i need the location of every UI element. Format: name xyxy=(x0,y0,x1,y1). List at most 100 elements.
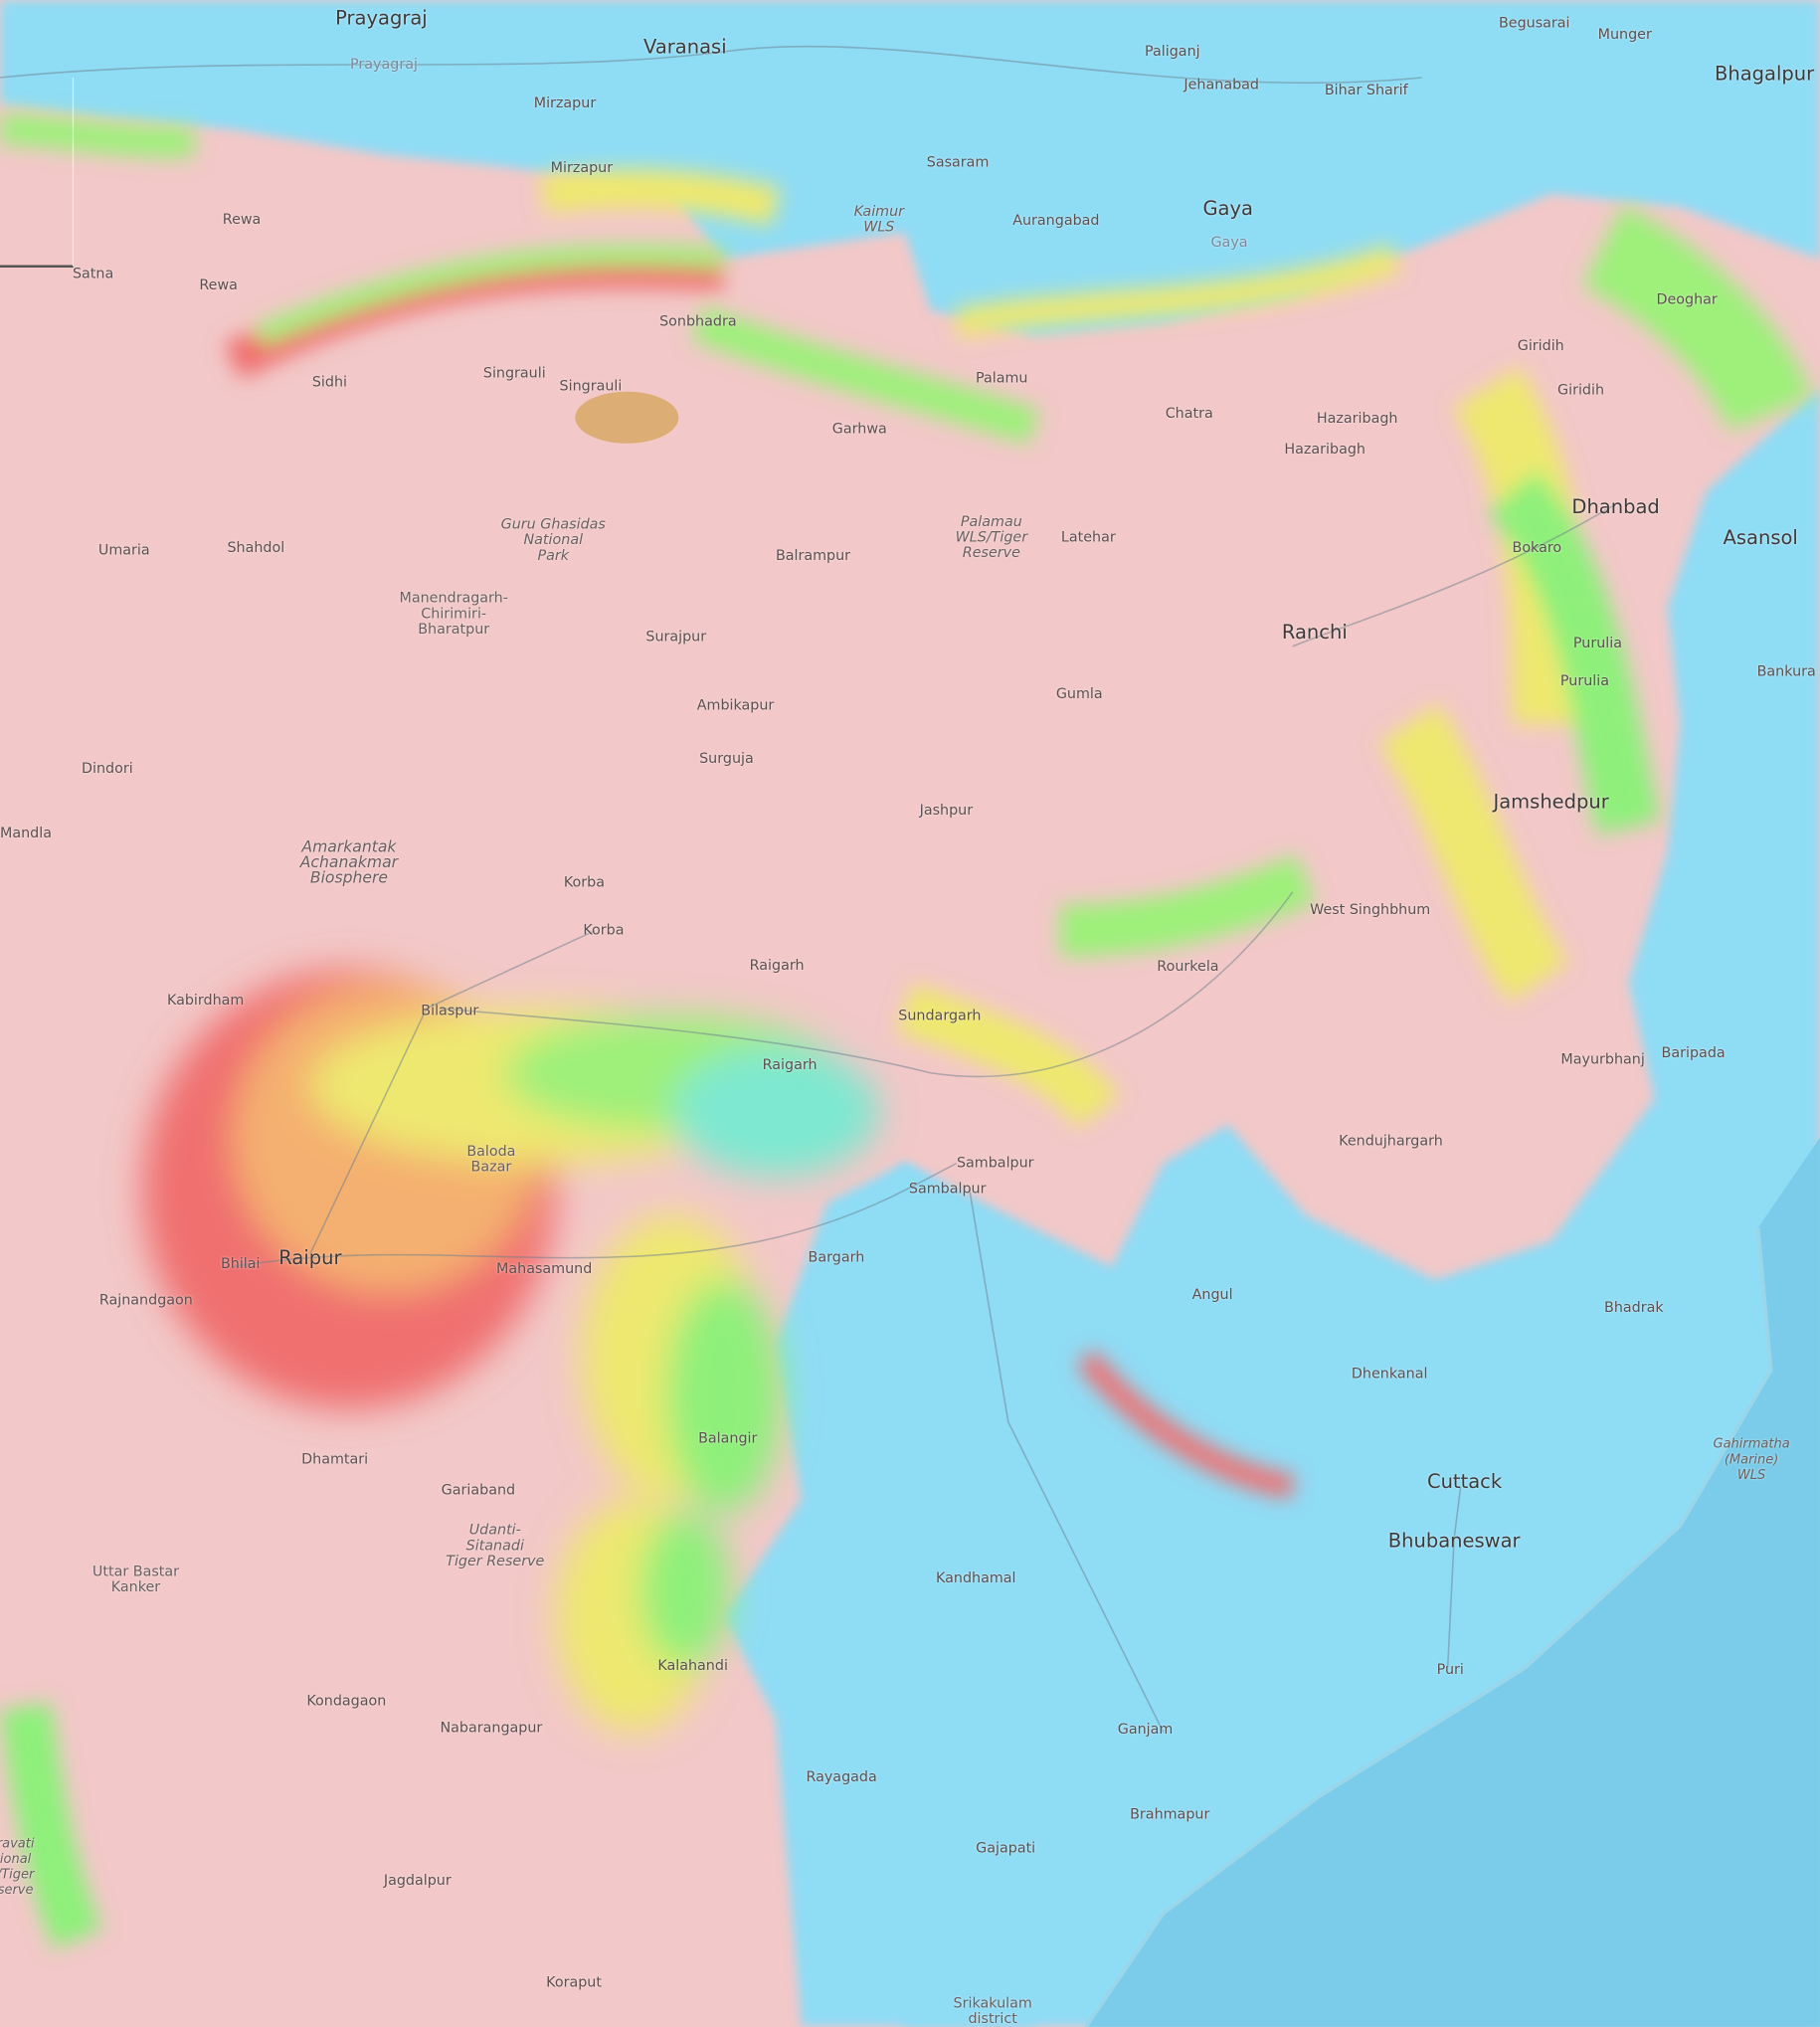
city-label: Deoghar xyxy=(1656,290,1718,308)
city-label: Jamshedpur xyxy=(1493,790,1609,814)
district-label: Koraput xyxy=(546,1973,602,1991)
park-label: Udanti- Sitanadi Tiger Reserve xyxy=(446,1521,545,1569)
district-label: Dhamtari xyxy=(301,1450,369,1468)
district-label: Shahdol xyxy=(227,538,285,556)
district-label: Chatra xyxy=(1165,404,1213,422)
district-label: Gariaband xyxy=(441,1481,516,1499)
road-network xyxy=(0,45,1617,1733)
city-label: Cuttack xyxy=(1426,1469,1503,1494)
district-label: Hazaribagh xyxy=(1316,410,1398,427)
park-label: Kaimur WLS xyxy=(853,203,905,236)
district-label: West Singhbhum xyxy=(1310,900,1431,918)
park-label: Palamau WLS/Tiger Reserve xyxy=(955,512,1028,562)
park-label: Guru Ghasidas National Park xyxy=(500,515,606,564)
city-label: Gaya xyxy=(1202,196,1253,220)
minimap-inset[interactable] xyxy=(0,77,75,269)
vindhya-escarpment xyxy=(0,113,1813,1949)
district-label: Purulia xyxy=(1559,671,1609,689)
district-label: Baloda Bazar xyxy=(466,1142,516,1176)
city-label: Bankura xyxy=(1756,662,1816,680)
district-label: Rewa xyxy=(222,210,262,228)
district-label: Latehar xyxy=(1060,528,1116,546)
city-label: Purulia xyxy=(1572,635,1622,652)
district-label: Mayurbhanj xyxy=(1560,1050,1645,1068)
city-label: Sasaram xyxy=(926,153,990,171)
district-label: Kalahandi xyxy=(657,1657,728,1675)
city-label: Dhanbad xyxy=(1571,494,1660,519)
city-label: Jagdalpur xyxy=(383,1871,452,1889)
park-label: Gahirmatha (Marine) WLS xyxy=(1713,1437,1790,1483)
district-label: Garhwa xyxy=(831,420,887,438)
district-label: Nabarangapur xyxy=(440,1719,543,1737)
district-label: Srikakulam district xyxy=(953,1994,1032,2027)
district-label: Gaya xyxy=(1210,234,1248,252)
district-label: Jashpur xyxy=(919,801,974,819)
district-label: Umaria xyxy=(97,541,150,559)
district-label: Palamu xyxy=(976,369,1028,387)
district-label: Mandla xyxy=(0,825,52,842)
city-label: Jehanabad xyxy=(1183,76,1260,93)
district-label: Sundargarh xyxy=(898,1007,982,1024)
district-label: Kendujhargarh xyxy=(1339,1132,1443,1150)
district-label: Dhenkanal xyxy=(1351,1365,1428,1382)
district-label: Kabirdham xyxy=(166,991,245,1009)
city-label: Satna xyxy=(72,265,114,282)
city-label: Raipur xyxy=(278,1245,342,1270)
district-label: Balangir xyxy=(698,1429,758,1447)
city-label: Rajnandgaon xyxy=(98,1291,193,1309)
chhattisgarh-basin xyxy=(141,969,879,1733)
district-label: Manendragarh- Chirimiri- Bharatpur xyxy=(399,589,508,638)
city-label: Mirzapur xyxy=(533,93,597,111)
district-label: Bargarh xyxy=(808,1248,865,1266)
district-label: Mirzapur xyxy=(550,158,614,176)
city-label: Baripada xyxy=(1661,1044,1726,1062)
city-label: Singrauli xyxy=(559,377,623,395)
district-label: Singrauli xyxy=(482,364,546,382)
district-label: Balrampur xyxy=(775,546,851,564)
park-label: ravati ional /Tiger serve xyxy=(0,1836,35,1898)
odisha-plain xyxy=(801,1163,1164,2027)
district-label: Rayagada xyxy=(806,1767,877,1785)
city-label: Rewa xyxy=(199,276,238,294)
city-label: Paliganj xyxy=(1145,42,1200,60)
district-label: Bhadrak xyxy=(1604,1299,1664,1317)
city-label: Puri xyxy=(1436,1661,1464,1679)
district-label: Giridih xyxy=(1517,337,1564,355)
city-label: Aurangabad xyxy=(1012,212,1100,230)
city-label: Bhubaneswar xyxy=(1387,1529,1521,1553)
city-label: Bhagalpur xyxy=(1715,62,1815,86)
district-label: Raigarh xyxy=(749,956,805,974)
city-label: Hazaribagh xyxy=(1284,441,1366,459)
city-label: Varanasi xyxy=(643,35,727,59)
city-label: Bokaro xyxy=(1512,538,1562,556)
city-label: Brahmapur xyxy=(1130,1805,1210,1823)
ganges-plain xyxy=(0,0,1820,336)
city-label: Raigarh xyxy=(762,1055,818,1073)
district-label: Mahasamund xyxy=(496,1260,593,1278)
city-label: Giridih xyxy=(1557,381,1605,399)
district-label: Kandhamal xyxy=(936,1568,1016,1586)
district-label: Sambalpur xyxy=(956,1154,1034,1172)
city-label: Prayagraj xyxy=(335,6,428,30)
district-label: Sonbhadra xyxy=(659,312,737,330)
city-label: Ambikapur xyxy=(696,696,775,714)
city-label: Sambalpur xyxy=(908,1180,987,1198)
district-label: Korba xyxy=(563,873,606,891)
city-label: Ranchi xyxy=(1281,620,1348,645)
district-label: Surajpur xyxy=(645,628,707,645)
city-label: Bihar Sharif xyxy=(1324,81,1408,98)
district-label: Uttar Bastar Kanker xyxy=(91,1563,180,1595)
city-label: Rourkela xyxy=(1157,958,1219,975)
district-label: Prayagraj xyxy=(350,55,418,73)
district-label: Surguja xyxy=(699,749,754,767)
singrauli-mine xyxy=(575,391,679,444)
district-label: Kondagaon xyxy=(306,1692,387,1710)
bay-of-bengal xyxy=(1085,1137,1820,2027)
district-label: Angul xyxy=(1191,1286,1233,1304)
park-label: Amarkantak Achanakmar Biosphere xyxy=(299,837,399,887)
city-label: Begusarai xyxy=(1498,14,1570,32)
city-label: Munger xyxy=(1597,25,1652,43)
district-label: Gajapati xyxy=(976,1839,1036,1857)
